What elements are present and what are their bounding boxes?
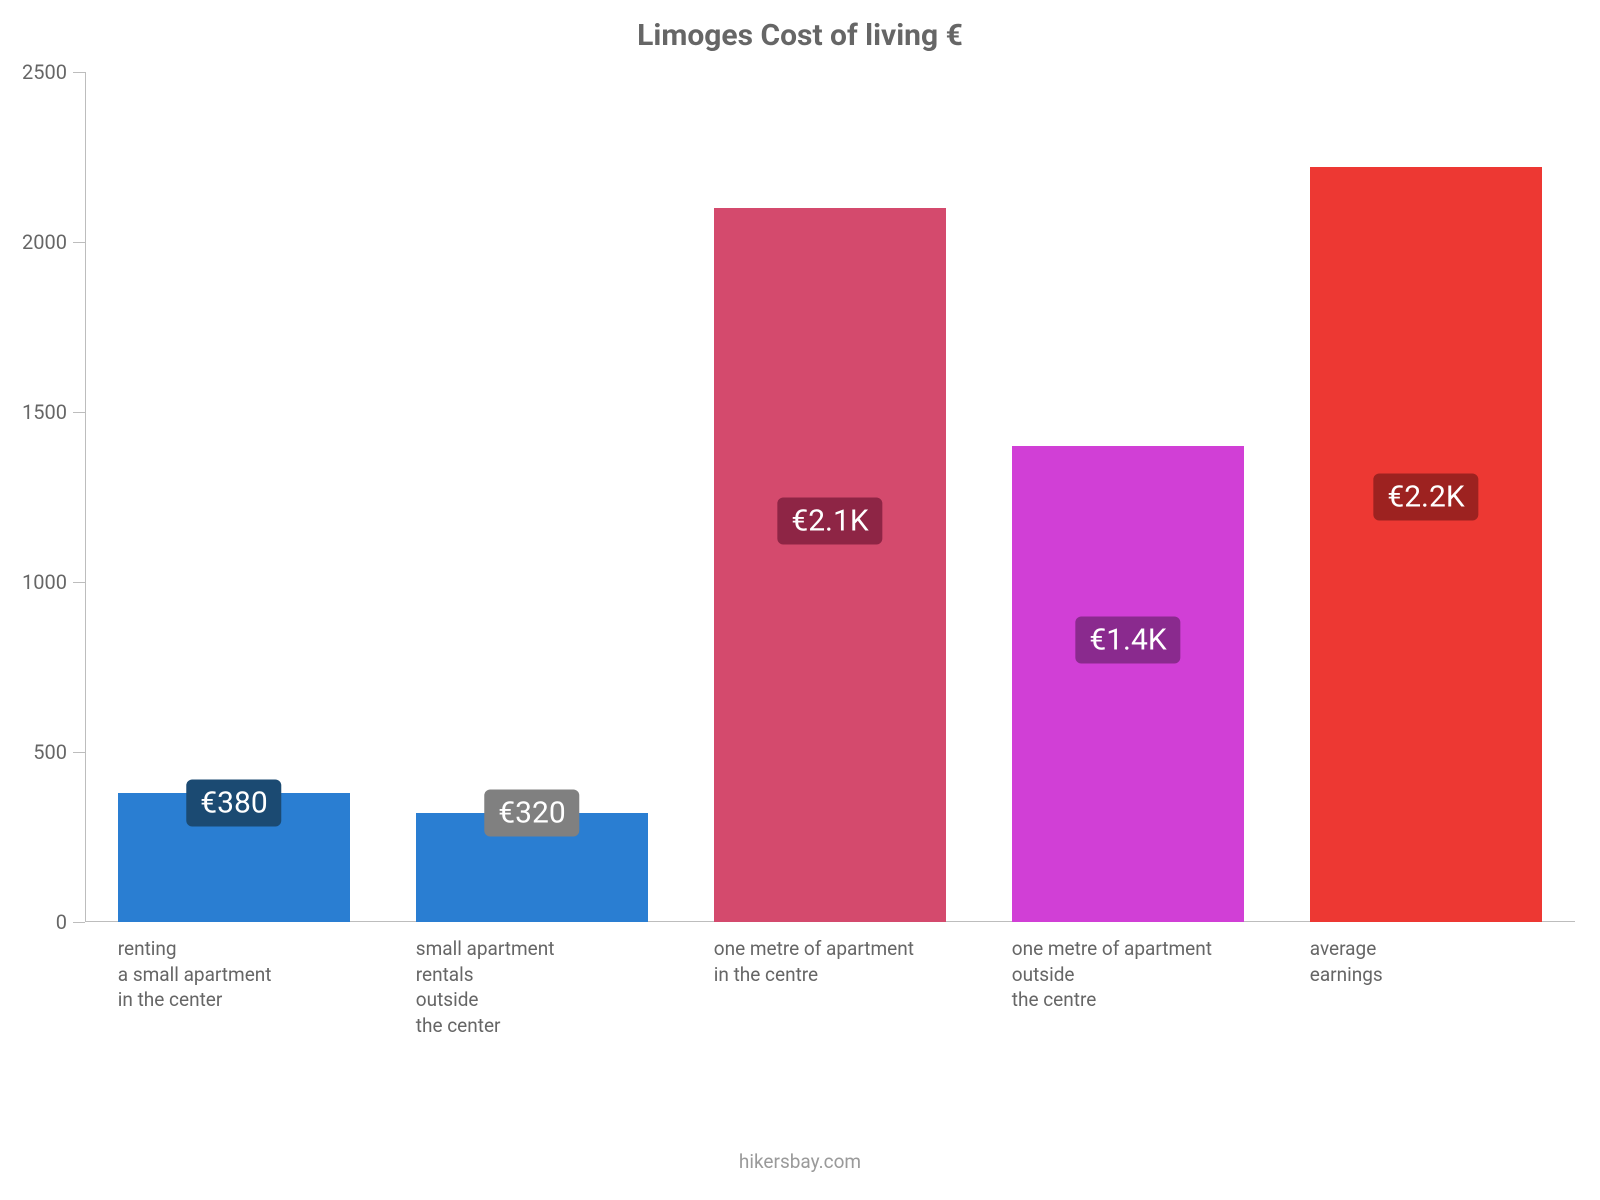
y-tick-label: 1000	[22, 570, 85, 594]
x-label-avg_earnings: average earnings	[1310, 922, 1542, 987]
y-tick-label: 2000	[22, 230, 85, 254]
bar-avg_earnings	[1310, 167, 1542, 922]
plot-area: 05001000150020002500€380renting a small …	[85, 72, 1575, 922]
chart-title: Limoges Cost of living €	[0, 18, 1600, 53]
x-label-rent_center: renting a small apartment in the center	[118, 922, 350, 1013]
bar-sqm_outside	[1012, 446, 1244, 922]
credit-text: hikersbay.com	[0, 1150, 1600, 1173]
bar-value-sqm_outside: €1.4K	[1075, 616, 1180, 663]
y-tick-label: 500	[33, 740, 85, 764]
bar-value-rent_outside: €320	[484, 790, 579, 837]
cost-of-living-chart: Limoges Cost of living € 050010001500200…	[0, 0, 1600, 1200]
bar-sqm_center	[714, 208, 946, 922]
bar-value-avg_earnings: €2.2K	[1373, 474, 1478, 521]
y-tick-label: 1500	[22, 400, 85, 424]
x-label-sqm_outside: one metre of apartment outside the centr…	[1012, 922, 1244, 1013]
bar-value-sqm_center: €2.1K	[777, 497, 882, 544]
y-tick-label: 2500	[22, 60, 85, 84]
bar-value-rent_center: €380	[186, 780, 281, 827]
y-tick-label: 0	[56, 910, 85, 934]
y-axis-line	[85, 72, 86, 922]
x-label-rent_outside: small apartment rentals outside the cent…	[416, 922, 648, 1039]
x-label-sqm_center: one metre of apartment in the centre	[714, 922, 946, 987]
